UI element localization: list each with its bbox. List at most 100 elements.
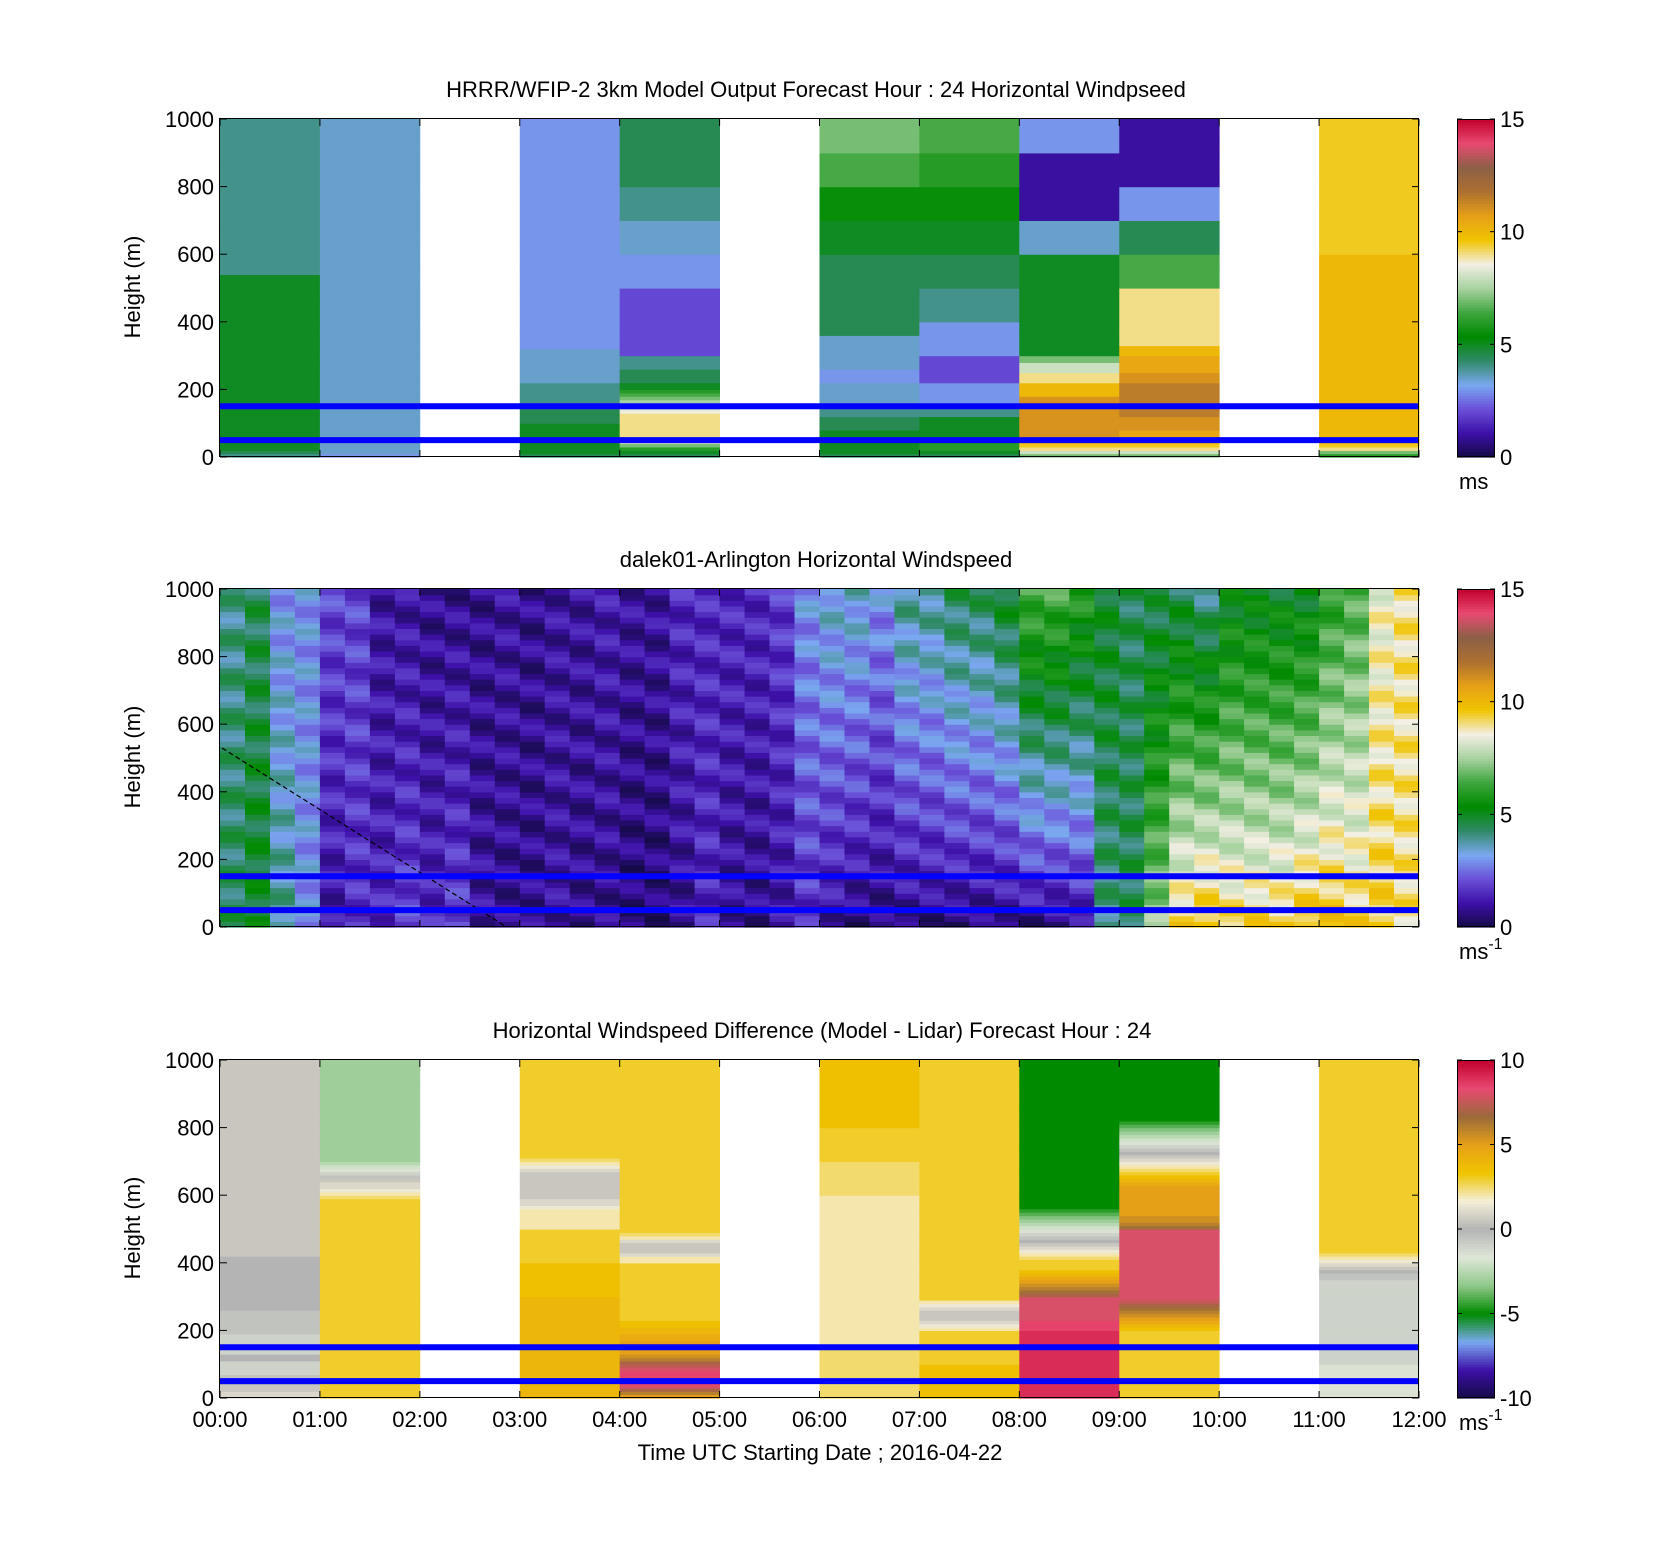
heatmap-cell	[619, 1262, 720, 1267]
heatmap-cell	[819, 1205, 920, 1210]
heatmap-cell	[494, 853, 521, 860]
heatmap-cell	[969, 662, 995, 669]
heatmap-cell	[1194, 594, 1220, 601]
heatmap-cell	[619, 1283, 720, 1288]
heatmap-cell	[869, 881, 895, 889]
heatmap-cell	[919, 1188, 1020, 1193]
heatmap-cell	[1319, 786, 1345, 793]
heatmap-cell	[1019, 696, 1045, 703]
heatmap-cell	[894, 831, 920, 838]
heatmap-cell	[844, 605, 870, 613]
heatmap-cell	[619, 416, 720, 421]
heatmap-cell	[794, 667, 820, 675]
heatmap-cell	[944, 865, 970, 872]
heatmap-cell	[969, 724, 995, 731]
heatmap-cell	[1269, 797, 1295, 804]
heatmap-cell	[1269, 803, 1295, 810]
heatmap-cell	[1194, 696, 1220, 703]
heatmap-cell	[1019, 379, 1120, 384]
heatmap-cell	[245, 707, 271, 714]
heatmap-cell	[519, 1063, 621, 1068]
heatmap-cell	[619, 1144, 720, 1149]
heatmap-cell	[220, 887, 246, 894]
heatmap-cell	[1094, 763, 1120, 770]
heatmap-cell	[819, 622, 845, 629]
heatmap-cell	[519, 325, 621, 330]
heatmap-cell	[1019, 227, 1120, 232]
heatmap-cell	[844, 589, 870, 596]
heatmap-cell	[1119, 237, 1220, 242]
heatmap-cell	[1094, 791, 1120, 798]
heatmap-cell	[969, 814, 995, 821]
heatmap-cell	[669, 667, 695, 675]
heatmap-cell	[1319, 396, 1420, 401]
heatmap-cell	[1119, 213, 1220, 218]
heatmap-cell	[344, 651, 371, 658]
heatmap-cell	[919, 893, 945, 900]
heatmap-cell	[220, 392, 321, 397]
heatmap-cell	[270, 611, 296, 618]
heatmap-cell	[1194, 684, 1220, 691]
heatmap-cell	[594, 893, 621, 900]
heatmap-cell	[1394, 803, 1420, 810]
heatmap-cell	[519, 1103, 621, 1108]
heatmap-cell	[394, 853, 421, 860]
heatmap-cell	[819, 1164, 920, 1169]
heatmap-cell	[319, 142, 421, 147]
heatmap-cell	[669, 679, 695, 686]
heatmap-cell	[619, 186, 720, 191]
heatmap-cell	[220, 910, 246, 917]
heatmap-cell	[769, 898, 795, 905]
heatmap-cell	[220, 1114, 321, 1119]
heatmap-cell	[919, 315, 1020, 319]
heatmap-cell	[1194, 746, 1220, 753]
heatmap-cell	[369, 769, 396, 776]
heatmap-cell	[294, 724, 321, 731]
heatmap-cell	[1119, 893, 1145, 900]
heatmap-cell	[519, 651, 546, 658]
heatmap-cell	[1094, 825, 1120, 832]
heatmap-cell	[1144, 848, 1170, 855]
heatmap-cell	[1169, 836, 1195, 844]
heatmap-cell	[1319, 831, 1345, 838]
heatmap-cell	[394, 605, 421, 613]
heatmap-cell	[294, 684, 321, 691]
heatmap-cell	[220, 331, 321, 336]
heatmap-cell	[619, 223, 720, 228]
heatmap-cell	[1244, 915, 1270, 922]
heatmap-cell	[220, 233, 321, 238]
heatmap-cell	[220, 183, 321, 188]
heatmap-cell	[619, 430, 720, 434]
heatmap-cell	[744, 808, 770, 815]
heatmap-cell	[1019, 1323, 1120, 1328]
heatmap-cell	[494, 589, 521, 596]
heatmap-cell	[394, 667, 421, 675]
heatmap-cell	[594, 605, 621, 613]
heatmap-cell	[1019, 142, 1120, 147]
heatmap-cell	[1344, 696, 1370, 703]
colorbar-segment	[1457, 383, 1495, 388]
heatmap-cell	[919, 365, 1020, 370]
heatmap-cell	[1194, 617, 1220, 624]
heatmap-cell	[1194, 808, 1220, 815]
heatmap-cell	[220, 213, 321, 218]
heatmap-cell	[944, 617, 970, 624]
heatmap-cell	[669, 853, 695, 860]
heatmap-cell	[270, 825, 296, 832]
heatmap-cell	[869, 628, 895, 635]
heatmap-cell	[894, 718, 920, 725]
heatmap-cell	[819, 1300, 920, 1304]
heatmap-cell	[819, 132, 920, 137]
heatmap-cell	[819, 1151, 920, 1156]
heatmap-cell	[444, 915, 471, 922]
heatmap-cell	[1119, 622, 1145, 629]
heatmap-cell	[319, 1073, 421, 1078]
heatmap-cell	[494, 797, 521, 804]
heatmap-cell	[819, 325, 920, 330]
heatmap-cell	[619, 190, 720, 194]
heatmap-cell	[819, 667, 845, 675]
colorbar-segment	[1457, 800, 1495, 804]
heatmap-cell	[619, 1371, 720, 1375]
heatmap-cell	[444, 696, 471, 703]
colorbar-segment	[1457, 724, 1495, 728]
